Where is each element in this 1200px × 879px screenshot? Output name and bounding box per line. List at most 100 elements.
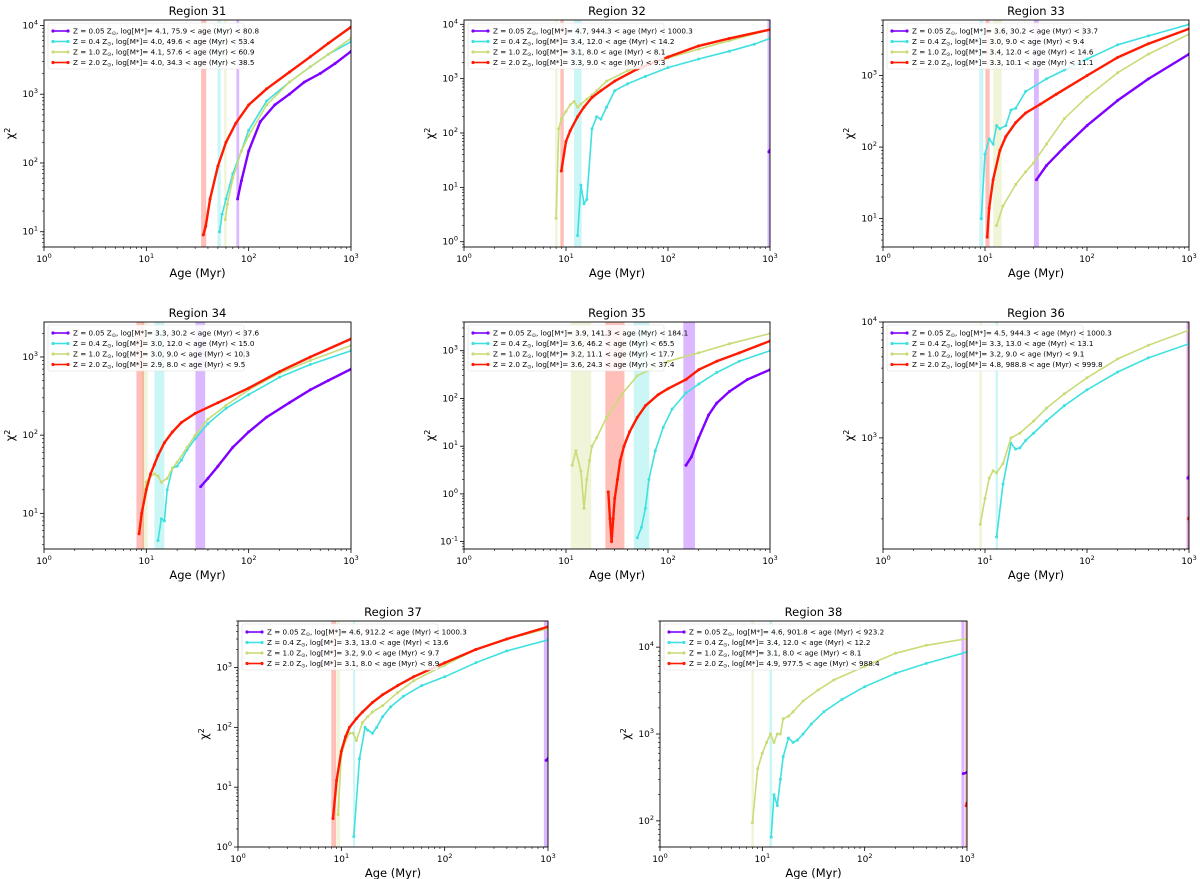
data-point — [616, 478, 619, 481]
data-point — [412, 679, 416, 683]
y-tick-label: 101 — [442, 180, 458, 193]
data-point — [206, 417, 210, 421]
data-point — [1035, 178, 1038, 182]
data-point — [204, 224, 208, 228]
data-point — [778, 777, 782, 781]
data-point — [801, 732, 805, 736]
chart-panel-region-33: 100 101 102 103 101 102 103 Region 33 Age (Myr) χ… — [842, 4, 1197, 280]
legend-swatch-marker — [905, 352, 909, 356]
data-point — [661, 425, 665, 429]
data-point — [576, 234, 580, 237]
y-tick-label: 102 — [442, 126, 458, 139]
data-point — [308, 359, 312, 362]
x-tick-label: 101 — [755, 852, 771, 865]
x-tick-label: 103 — [1181, 554, 1197, 567]
data-point — [165, 476, 169, 480]
data-point — [582, 202, 586, 206]
legend-entry: Z = 2.0 Z⊙, log[M*]= 2.9, 8.0 < age (Myr… — [73, 360, 245, 371]
data-point — [1062, 117, 1066, 121]
data-point — [1032, 419, 1036, 423]
age-range-band — [195, 322, 206, 549]
data-point — [1062, 145, 1066, 149]
legend-swatch-marker — [486, 29, 490, 33]
chart-title: Region 36 — [1007, 306, 1065, 320]
legend-entry: Z = 2.0 Z⊙, log[M*]= 4.0, 34.3 < age (My… — [73, 58, 254, 69]
legend-box — [47, 324, 245, 372]
data-point — [1085, 74, 1089, 78]
age-range-band — [605, 322, 625, 549]
legend-swatch-marker — [667, 640, 671, 645]
legend-swatch-marker — [51, 60, 55, 65]
legend-swatch-marker — [51, 352, 55, 356]
data-point — [505, 649, 509, 653]
data-point — [765, 740, 769, 744]
data-point — [206, 476, 210, 480]
data-point — [1032, 431, 1036, 435]
data-point — [420, 684, 424, 688]
data-point — [863, 685, 867, 689]
data-point — [991, 469, 995, 473]
data-point — [987, 206, 991, 210]
data-point — [737, 351, 741, 355]
data-point — [590, 444, 594, 448]
data-point — [370, 710, 374, 714]
age-range-band — [560, 20, 564, 247]
data-point — [582, 105, 586, 109]
legend-swatch-marker — [682, 640, 686, 645]
x-tick-label: 101 — [558, 252, 574, 265]
data-point — [1024, 170, 1028, 174]
data-point — [278, 370, 281, 374]
data-point — [224, 403, 228, 407]
y-axis-label: χ2 — [842, 430, 856, 442]
data-point — [1014, 121, 1018, 125]
x-tick-label: 100 — [875, 554, 891, 567]
y-tick-label: 100 — [442, 235, 458, 248]
legend-entry: Z = 1.0 Z⊙, log[M*]= 3.1, 8.0 < age (Myr… — [493, 48, 665, 59]
data-point — [1001, 204, 1005, 208]
data-point — [610, 540, 614, 544]
x-axis-label: Age (Myr) — [169, 266, 225, 280]
data-point — [137, 532, 141, 536]
data-point — [995, 224, 999, 227]
legend-entry: Z = 0.05 Z⊙, log[M*]= 3.3, 30.2 < age (M… — [73, 329, 259, 340]
data-point — [769, 835, 773, 839]
data-point — [224, 140, 228, 144]
data-point — [265, 99, 269, 103]
y-tick-label: 10-1 — [440, 535, 458, 548]
data-point — [1146, 343, 1150, 347]
data-point — [1004, 135, 1008, 139]
y-axis-label: χ2 — [197, 728, 211, 740]
data-point — [1009, 436, 1013, 440]
age-range-band — [633, 322, 650, 549]
data-point — [348, 731, 351, 735]
series-path — [199, 368, 351, 488]
data-point — [370, 701, 374, 704]
data-point — [775, 732, 779, 736]
series-path — [218, 41, 351, 232]
age-range-band — [201, 20, 207, 247]
legend-swatch-marker — [260, 630, 264, 634]
legend-entry: Z = 0.4 Z⊙, log[M*]= 3.6, 46.2 < age (My… — [493, 339, 674, 350]
data-point — [1116, 370, 1120, 374]
legend-swatch-marker — [66, 331, 70, 335]
y-tick-label: 104 — [861, 315, 877, 328]
data-point — [768, 732, 772, 736]
legend-swatch-marker — [471, 29, 475, 33]
y-axis-label: χ2 — [423, 430, 437, 442]
x-tick-label: 103 — [540, 852, 556, 865]
data-point — [1001, 462, 1005, 466]
y-tick-label: 103 — [22, 350, 38, 363]
series-path — [636, 349, 770, 539]
legend-entry: Z = 1.0 Z⊙, log[M*]= 3.2, 9.0 < age (Myr… — [267, 649, 439, 660]
x-axis-label: Age (Myr) — [589, 266, 645, 280]
age-range-band — [136, 322, 145, 549]
data-point — [568, 103, 572, 107]
data-point — [247, 128, 251, 132]
chart-title: Region 37 — [364, 605, 422, 619]
data-point — [585, 97, 589, 101]
data-point — [775, 804, 779, 808]
data-point — [1085, 124, 1089, 128]
data-point — [697, 368, 701, 372]
legend-swatch-marker — [471, 352, 475, 356]
data-point — [590, 96, 594, 99]
